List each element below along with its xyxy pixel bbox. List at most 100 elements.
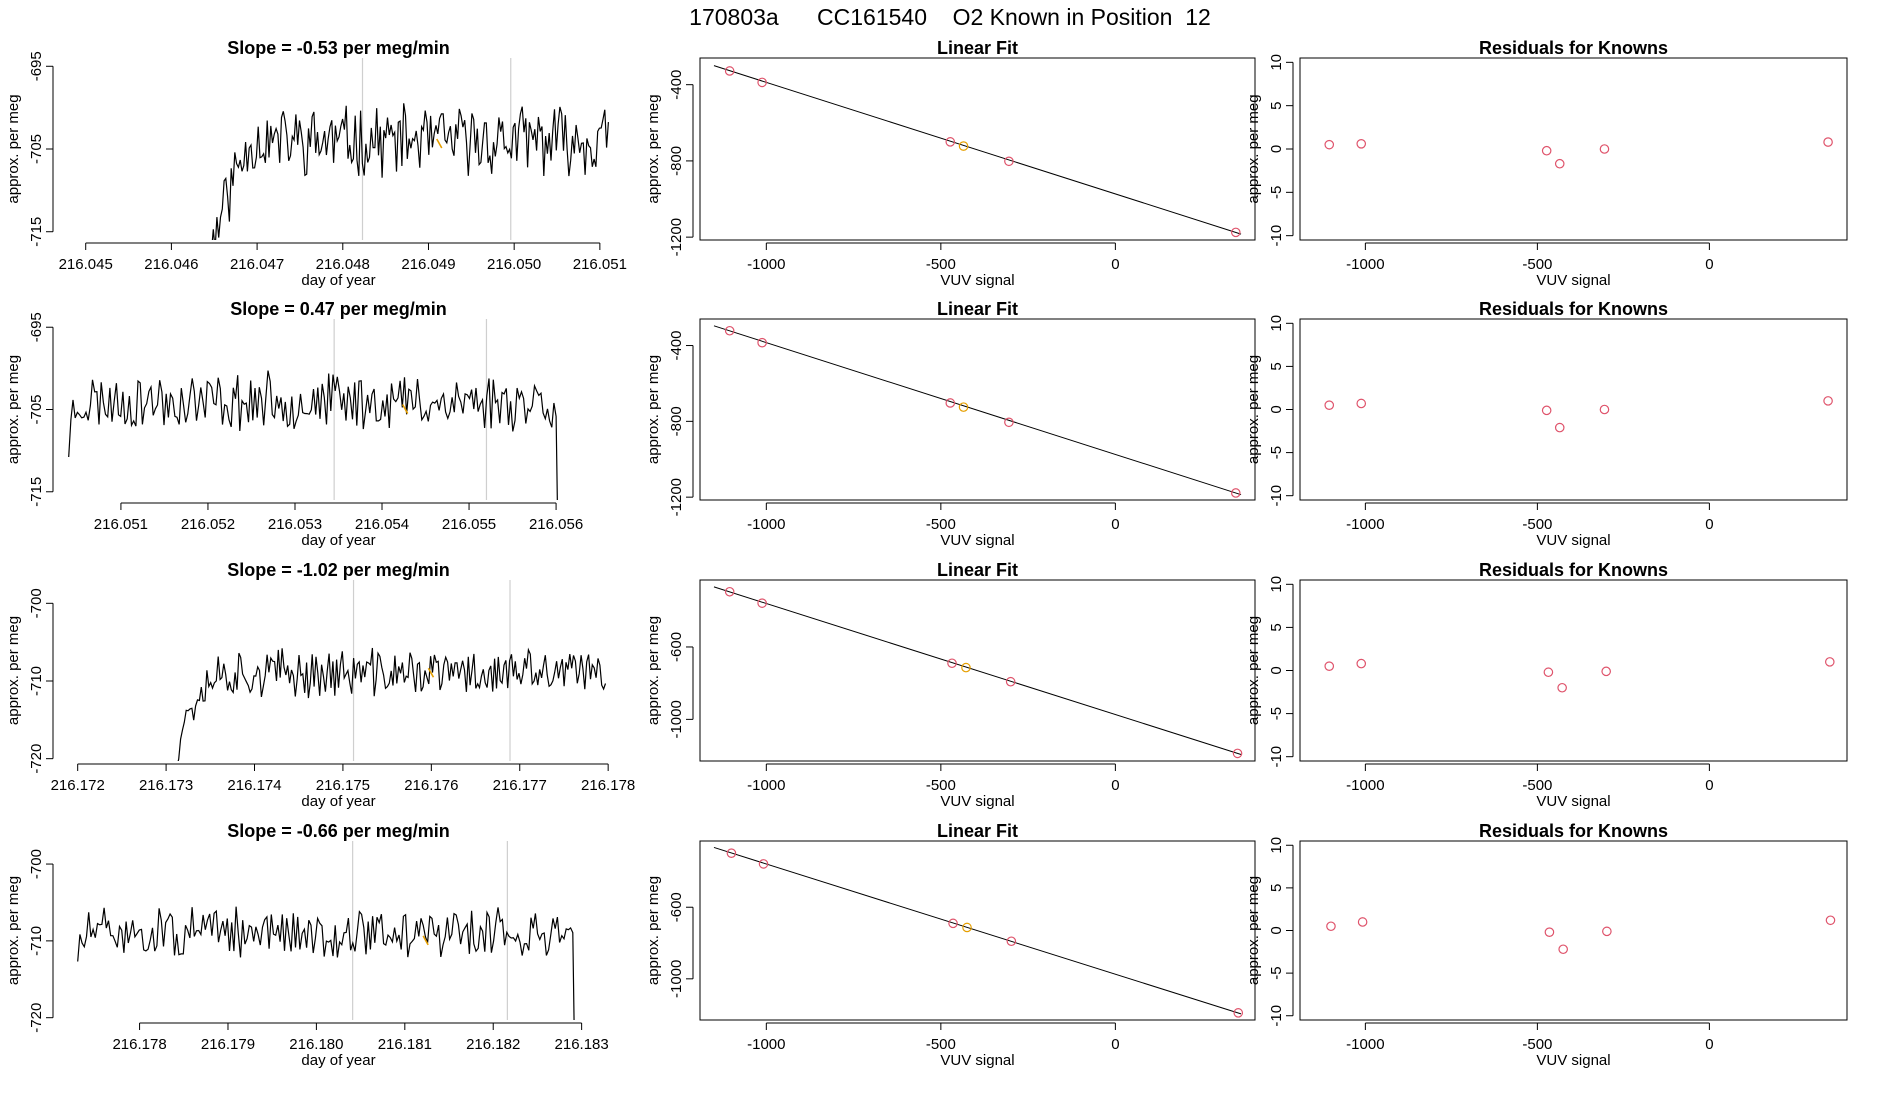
x-tick-label: -500 <box>1522 777 1552 794</box>
x-tick-label: -500 <box>926 1036 956 1053</box>
data-point <box>1006 936 1017 947</box>
highlight-mark <box>401 404 409 414</box>
panel-r4-c2: Linear Fit -1000 -500 0 VUV signal -1000 -600 a… <box>645 821 1256 1069</box>
x-axis-label: VUV signal <box>1536 272 1610 289</box>
x-tick-label: 216.178 <box>112 1036 166 1053</box>
y-tick-label: -705 <box>28 134 45 164</box>
panel-title: Residuals for Knowns <box>1479 821 1668 841</box>
data-point <box>757 598 767 608</box>
panel-title: Linear Fit <box>937 299 1018 319</box>
y-tick-label: -1200 <box>668 478 685 516</box>
panel-title: Slope = 0.47 per meg/min <box>230 299 447 319</box>
x-axis-label: day of year <box>301 793 375 810</box>
highlight-mark <box>427 667 435 678</box>
panel-r1-c2: Linear Fit -1000 -500 0 VUV signal -1200 -800 -… <box>645 38 1256 289</box>
data-point <box>1825 915 1836 926</box>
panel-title: Residuals for Knowns <box>1479 560 1668 580</box>
data-point <box>1554 422 1565 433</box>
data-point <box>1233 1008 1244 1018</box>
y-tick-label: -710 <box>28 666 45 696</box>
y-tick-label: -10 <box>1268 746 1285 768</box>
y-axis-label: approx. per meg <box>645 94 662 203</box>
x-tick-label: -500 <box>926 256 956 273</box>
y-tick-label: -600 <box>668 892 685 922</box>
x-tick-label: 0 <box>1111 1036 1119 1053</box>
x-tick-label: 0 <box>1111 256 1119 273</box>
highlight-mark <box>436 138 443 149</box>
x-tick-label: -1000 <box>747 1036 785 1053</box>
y-tick-label: 0 <box>1268 926 1285 934</box>
panel-title: Linear Fit <box>937 821 1018 841</box>
y-tick-label: -715 <box>28 217 45 247</box>
data-point <box>1324 139 1335 150</box>
data-point <box>1232 748 1243 759</box>
data-point <box>1326 921 1336 932</box>
series-line <box>77 906 575 1020</box>
x-tick-label: 216.175 <box>316 777 370 794</box>
x-tick-label: 216.172 <box>51 777 105 794</box>
y-tick-label: 5 <box>1268 101 1285 109</box>
x-axis-label: VUV signal <box>940 532 1014 549</box>
x-tick-label: 216.181 <box>378 1036 432 1053</box>
x-tick-label: 0 <box>1111 516 1119 533</box>
data-point <box>961 662 971 673</box>
fit-line <box>713 65 1242 235</box>
y-tick-label: 0 <box>1268 145 1285 153</box>
y-axis-label: approx. per meg <box>5 94 22 203</box>
x-tick-label: -1000 <box>747 777 785 794</box>
x-tick-label: 216.054 <box>355 516 409 533</box>
data-point <box>1601 666 1611 677</box>
x-tick-label: 216.049 <box>401 256 455 273</box>
x-axis-label: day of year <box>301 532 375 549</box>
y-tick-label: -5 <box>1268 446 1285 459</box>
y-tick-label: -1000 <box>668 700 685 738</box>
data-point <box>1356 658 1367 669</box>
x-axis-label: VUV signal <box>1536 1052 1610 1069</box>
fit-line <box>713 325 1242 496</box>
x-tick-label: -500 <box>1522 516 1552 533</box>
y-tick-label: -5 <box>1268 966 1285 979</box>
data-point <box>724 325 735 336</box>
x-tick-label: 0 <box>1705 256 1713 273</box>
panel-r4-c1: Slope = -0.66 per meg/min 216.178 216.179 2… <box>5 821 609 1069</box>
y-tick-label: -720 <box>28 744 45 774</box>
y-tick-label: -695 <box>28 312 45 342</box>
y-tick-label: -5 <box>1268 186 1285 199</box>
x-tick-label: -1000 <box>1346 1036 1384 1053</box>
y-tick-label: -720 <box>28 1003 45 1033</box>
panel-title: Linear Fit <box>937 38 1018 58</box>
data-point <box>1557 682 1567 693</box>
data-point <box>757 337 767 348</box>
data-point <box>948 918 958 929</box>
x-tick-label: 216.046 <box>144 256 198 273</box>
y-tick-label: -10 <box>1268 1005 1285 1027</box>
x-tick-label: -500 <box>926 777 956 794</box>
panel-r3-c3: Residuals for Knowns -1000 -500 0 VUV signal… <box>1245 560 1848 810</box>
x-tick-label: 0 <box>1705 516 1713 533</box>
panel-title: Slope = -0.53 per meg/min <box>227 38 450 58</box>
x-tick-label: 216.183 <box>555 1036 609 1053</box>
series-line <box>68 370 558 500</box>
plot-box <box>699 57 1256 241</box>
plot-box <box>1299 318 1848 501</box>
highlight-mark <box>422 935 429 946</box>
data-point <box>945 137 956 147</box>
data-point <box>958 141 969 151</box>
y-tick-label: -1000 <box>668 960 685 998</box>
data-point <box>1324 400 1335 410</box>
y-tick-label: -695 <box>28 51 45 81</box>
x-tick-label: 216.055 <box>442 516 496 533</box>
x-tick-label: 216.177 <box>493 777 547 794</box>
plot-box <box>1299 579 1848 762</box>
data-point <box>1544 927 1555 938</box>
y-tick-label: 10 <box>1268 837 1285 854</box>
data-point <box>1357 917 1368 927</box>
panel-r2-c2: Linear Fit -1000 -500 0 VUV signal -1200 -800 -… <box>645 299 1256 549</box>
x-tick-label: 216.176 <box>404 777 458 794</box>
plot-box <box>1299 57 1848 241</box>
y-tick-label: -705 <box>28 394 45 424</box>
fit-line <box>713 586 1242 755</box>
x-tick-label: -500 <box>926 516 956 533</box>
data-point <box>1558 944 1568 955</box>
x-axis-label: VUV signal <box>1536 532 1610 549</box>
